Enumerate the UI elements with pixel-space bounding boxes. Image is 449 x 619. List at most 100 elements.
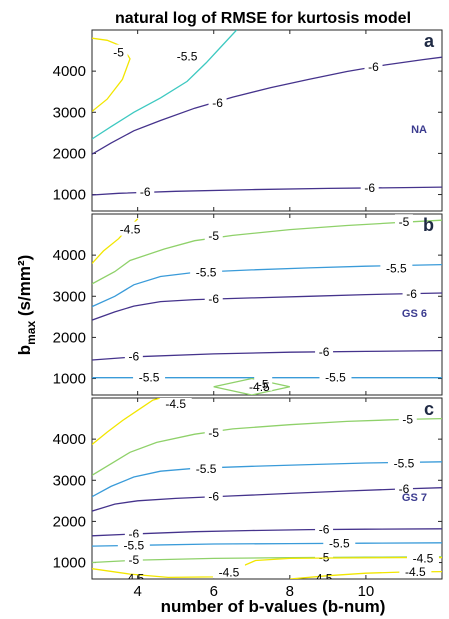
contour-label-bg	[109, 44, 128, 59]
contour-line--6	[92, 186, 442, 196]
contour-label: -6	[364, 181, 375, 195]
contour-label: -4.5	[249, 380, 270, 394]
contour-label: -5	[399, 215, 410, 229]
contour-label: -5	[113, 46, 124, 60]
contour-line--5.5	[92, 30, 238, 140]
x-tick-label: 6	[210, 583, 218, 600]
contour-label-bg	[204, 291, 223, 306]
contour-label-bg	[315, 549, 334, 564]
contour-lines-a: -6 -6 -6 -6 -5.5 -5	[92, 30, 442, 199]
contour-label: -5	[129, 553, 140, 567]
y-axis-label-subscript: max	[24, 321, 38, 345]
contour-label-bg	[323, 535, 356, 550]
y-tick-label: 3000	[53, 472, 86, 489]
contour-label-bg	[394, 480, 413, 495]
contour-line--6	[92, 487, 442, 512]
contour-label-bg	[394, 214, 413, 229]
contour-label-bg	[360, 179, 379, 194]
panel-frame-c	[91, 397, 443, 580]
contour-label-bg	[208, 95, 227, 110]
contour-label-bg	[402, 285, 421, 300]
contour-label-bg	[315, 344, 334, 359]
svg-text:bmax (s/mm²): bmax (s/mm²)	[15, 255, 38, 356]
contour-label: -5.5	[124, 538, 145, 552]
x-tick-label: 4	[133, 583, 141, 600]
contour-label: -6	[399, 482, 410, 496]
contour-label-bg	[204, 488, 223, 503]
y-tick-label: 4000	[53, 247, 86, 264]
contour-label-bg	[398, 411, 417, 426]
y-axis-label-main: b	[15, 345, 34, 355]
contour-line--6	[92, 56, 442, 155]
contour-label-bg	[254, 376, 273, 391]
panel-tag-c: GS 7	[402, 492, 427, 504]
contour-label: -6	[212, 96, 223, 110]
contour-label-bg	[399, 564, 432, 579]
contour-label: -5.5	[196, 265, 217, 279]
panel-frame-a	[91, 29, 443, 212]
x-tick-label: 8	[286, 583, 294, 600]
contour-label: -5.5	[139, 371, 160, 385]
contour-line--6	[92, 292, 442, 321]
y-axis-label-units: (s/mm²)	[15, 255, 34, 321]
y-tick-label: 2000	[53, 513, 86, 530]
contour-label: 4.5	[316, 572, 333, 586]
contour-label-bg	[212, 564, 245, 579]
contour-label: -5.5	[325, 371, 346, 385]
contour-lines-b: -4.5 -5-5-5.5 -5.5-6 -6-6 -6-5.5 -5.5-5-4.5	[92, 214, 442, 395]
y-tick-label: 3000	[53, 288, 86, 305]
contour-line--4.5	[92, 556, 442, 579]
contour-label-bg	[159, 398, 192, 411]
contour-label: -4.5	[219, 565, 240, 579]
contour-label-bg	[136, 184, 155, 199]
contour-label-bg	[406, 550, 439, 565]
y-tick-label: 1000	[53, 187, 86, 204]
contour-label-bg	[204, 227, 223, 242]
contour-label: -5.5	[386, 262, 407, 276]
contour-label: -6	[319, 523, 330, 537]
contour-label: -4.5	[120, 223, 141, 237]
contour-label-bg	[380, 260, 413, 275]
contour-label: -6	[208, 292, 219, 306]
x-tick-label: 10	[358, 583, 375, 600]
panel-frame-b	[91, 213, 443, 396]
contour-label: -5.5	[394, 456, 415, 470]
contour-label-bg	[190, 460, 223, 475]
contour-label-bg	[124, 526, 143, 541]
contour-label-bg	[133, 369, 166, 384]
contour-label-bg	[387, 455, 420, 470]
panel-letter-c: c	[424, 399, 434, 419]
panel-letter-b: b	[423, 215, 434, 235]
contour-label: -6	[129, 527, 140, 541]
contour-label: -4.5	[405, 565, 426, 579]
figure-title: natural log of RMSE for kurtosis model	[115, 10, 411, 27]
contour-line--5	[92, 37, 131, 112]
y-tick-label: 4000	[53, 431, 86, 448]
contour-label-bg	[117, 537, 150, 552]
contour-label-bg	[124, 552, 143, 567]
y-tick-label: 1000	[53, 555, 86, 572]
contour-label: -5	[208, 426, 219, 440]
panel-tag-a: NA	[411, 124, 427, 136]
y-tick-label: 2000	[53, 329, 86, 346]
contour-line--4.5	[92, 398, 161, 446]
y-tick-label: 3000	[53, 104, 86, 121]
contour-label-bg	[319, 369, 352, 384]
contour-label: -5	[258, 378, 269, 392]
contour-label: -6	[319, 345, 330, 359]
contour-label-bg	[171, 48, 204, 63]
x-axis-label: number of b-values (b-num)	[161, 597, 386, 616]
contour-label: -5	[402, 412, 413, 426]
contour-label-bg	[204, 424, 223, 439]
contour-label: -5.5	[196, 462, 217, 476]
contour-label-bg	[114, 221, 147, 236]
contour-label-bg	[190, 264, 223, 279]
contour-label: -6	[406, 287, 417, 301]
contour-label-bg	[124, 348, 143, 363]
y-tick-label: 2000	[53, 145, 86, 162]
y-tick-label: 4000	[53, 63, 86, 80]
contour-label-bg	[364, 59, 383, 74]
contour-label: -5	[208, 229, 219, 243]
